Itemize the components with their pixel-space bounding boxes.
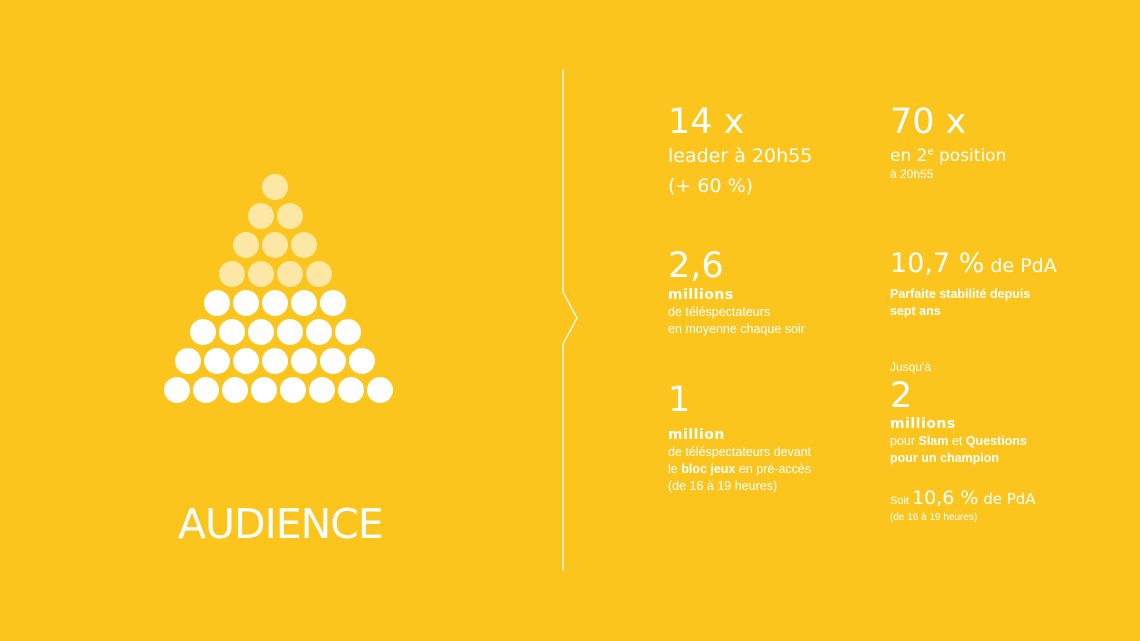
stat-value: 10,7 %	[890, 248, 985, 279]
pyramid-dot	[291, 290, 317, 316]
pyramid-dot	[222, 377, 248, 403]
stat-second-position: 70 x en 2e position à 20h55	[890, 104, 1006, 181]
divider-chevron-icon	[562, 70, 578, 570]
stat-value: 2,6	[668, 246, 724, 286]
pyramid-dot	[175, 348, 201, 374]
pyramid-dot	[251, 377, 277, 403]
stat-desc-line2: pour un champion	[890, 451, 1000, 465]
stat-peak-viewers: Jusqu'à 2 millions pour Slam et Question…	[890, 360, 1036, 525]
soit-value: 10,6 %	[912, 487, 979, 509]
pyramid-dot	[233, 290, 259, 316]
stat-value: 70 x	[890, 102, 967, 142]
pyramid-dot	[262, 348, 288, 374]
pyramid-dot	[219, 319, 245, 345]
pyramid-dot	[306, 261, 332, 287]
stat-leader: 14 x leader à 20h55 (+ 60 %)	[668, 104, 812, 197]
text-post: en pré-accès	[735, 462, 812, 476]
stat-block-viewers: 1 million de téléspectateurs devant le b…	[668, 382, 811, 495]
stat-soit-row: Soit 10,6 % de PdA	[890, 487, 1036, 509]
pyramid-dot	[277, 203, 303, 229]
text-bold: Slam	[918, 434, 949, 448]
stat-desc-line2: en moyenne chaque soir	[668, 322, 805, 336]
pyramid-dot	[335, 319, 361, 345]
stat-value-suffix: de PdA	[984, 255, 1057, 277]
stat-unit: millions	[890, 416, 956, 432]
pyramid-dot	[262, 232, 288, 258]
pyramid-dot	[262, 290, 288, 316]
stat-label: leader à 20h55	[668, 145, 813, 167]
stat-label-pre: en 2	[890, 146, 928, 166]
pyramid-dot	[248, 319, 274, 345]
stat-note: à 20h55	[890, 167, 934, 181]
stat-desc-line1: de téléspectateurs	[668, 305, 771, 319]
stat-desc-line2: sept ans	[890, 304, 941, 318]
text-bold: Questions	[965, 434, 1027, 448]
soit-note: (de 16 à 19 heures)	[890, 512, 978, 523]
text-mid: et	[948, 434, 966, 448]
pyramid-dot	[219, 261, 245, 287]
pyramid-dot	[233, 232, 259, 258]
stat-desc-line1: pour Slam et Questions	[890, 433, 1036, 450]
pyramid-dot	[349, 348, 375, 374]
pyramid-dot	[277, 319, 303, 345]
stat-label-sup: e	[927, 146, 934, 158]
pyramid-dot	[367, 377, 393, 403]
pyramid-dot	[248, 261, 274, 287]
stat-desc-line3: (de 16 à 19 heures)	[668, 479, 778, 493]
pyramid-dot	[309, 377, 335, 403]
stat-unit: millions	[668, 287, 734, 303]
pyramid-dot	[262, 174, 288, 200]
text-pre: le	[668, 462, 682, 476]
pyramid-dot	[306, 319, 332, 345]
text-bold: bloc jeux	[681, 462, 736, 476]
pyramid-dot	[164, 377, 190, 403]
pyramid-dot	[320, 290, 346, 316]
pyramid-dot	[248, 203, 274, 229]
pyramid-dot	[233, 348, 259, 374]
pyramid-dot	[291, 232, 317, 258]
stat-value-row: 10,7 % de PdA	[890, 246, 1057, 282]
stat-value: 1	[668, 380, 691, 420]
stat-unit: million	[668, 427, 725, 443]
pyramid-dot	[280, 377, 306, 403]
stat-share: 10,7 % de PdA Parfaite stabilité depuis …	[890, 246, 1057, 320]
stat-label: en 2e position	[890, 145, 1006, 167]
pyramid-dot	[338, 377, 364, 403]
stat-pre: Jusqu'à	[890, 360, 931, 374]
stat-desc-line2: le bloc jeux en pré-accès	[668, 461, 811, 478]
stat-note: (+ 60 %)	[668, 175, 754, 197]
stat-desc-line1: de téléspectateurs devant	[668, 445, 812, 459]
soit-pre: Soit	[890, 495, 913, 507]
pyramid-dot	[204, 290, 230, 316]
stat-value: 14 x	[668, 102, 745, 142]
pyramid-dot	[193, 377, 219, 403]
stat-value: 2	[890, 376, 913, 416]
pyramid-dot	[291, 348, 317, 374]
audience-pyramid-icon	[160, 170, 400, 410]
soit-suffix: de PdA	[978, 490, 1036, 508]
pyramid-dot	[204, 348, 230, 374]
page-title: AUDIENCE	[178, 500, 384, 548]
pyramid-dot	[277, 261, 303, 287]
pyramid-dot	[320, 348, 346, 374]
pyramid-dot	[190, 319, 216, 345]
stat-average-viewers: 2,6 millions de téléspectateurs en moyen…	[668, 248, 805, 338]
stat-desc-line1: Parfaite stabilité depuis	[890, 287, 1031, 301]
text-pre: pour	[890, 434, 919, 448]
stat-label-post: position	[933, 146, 1007, 166]
